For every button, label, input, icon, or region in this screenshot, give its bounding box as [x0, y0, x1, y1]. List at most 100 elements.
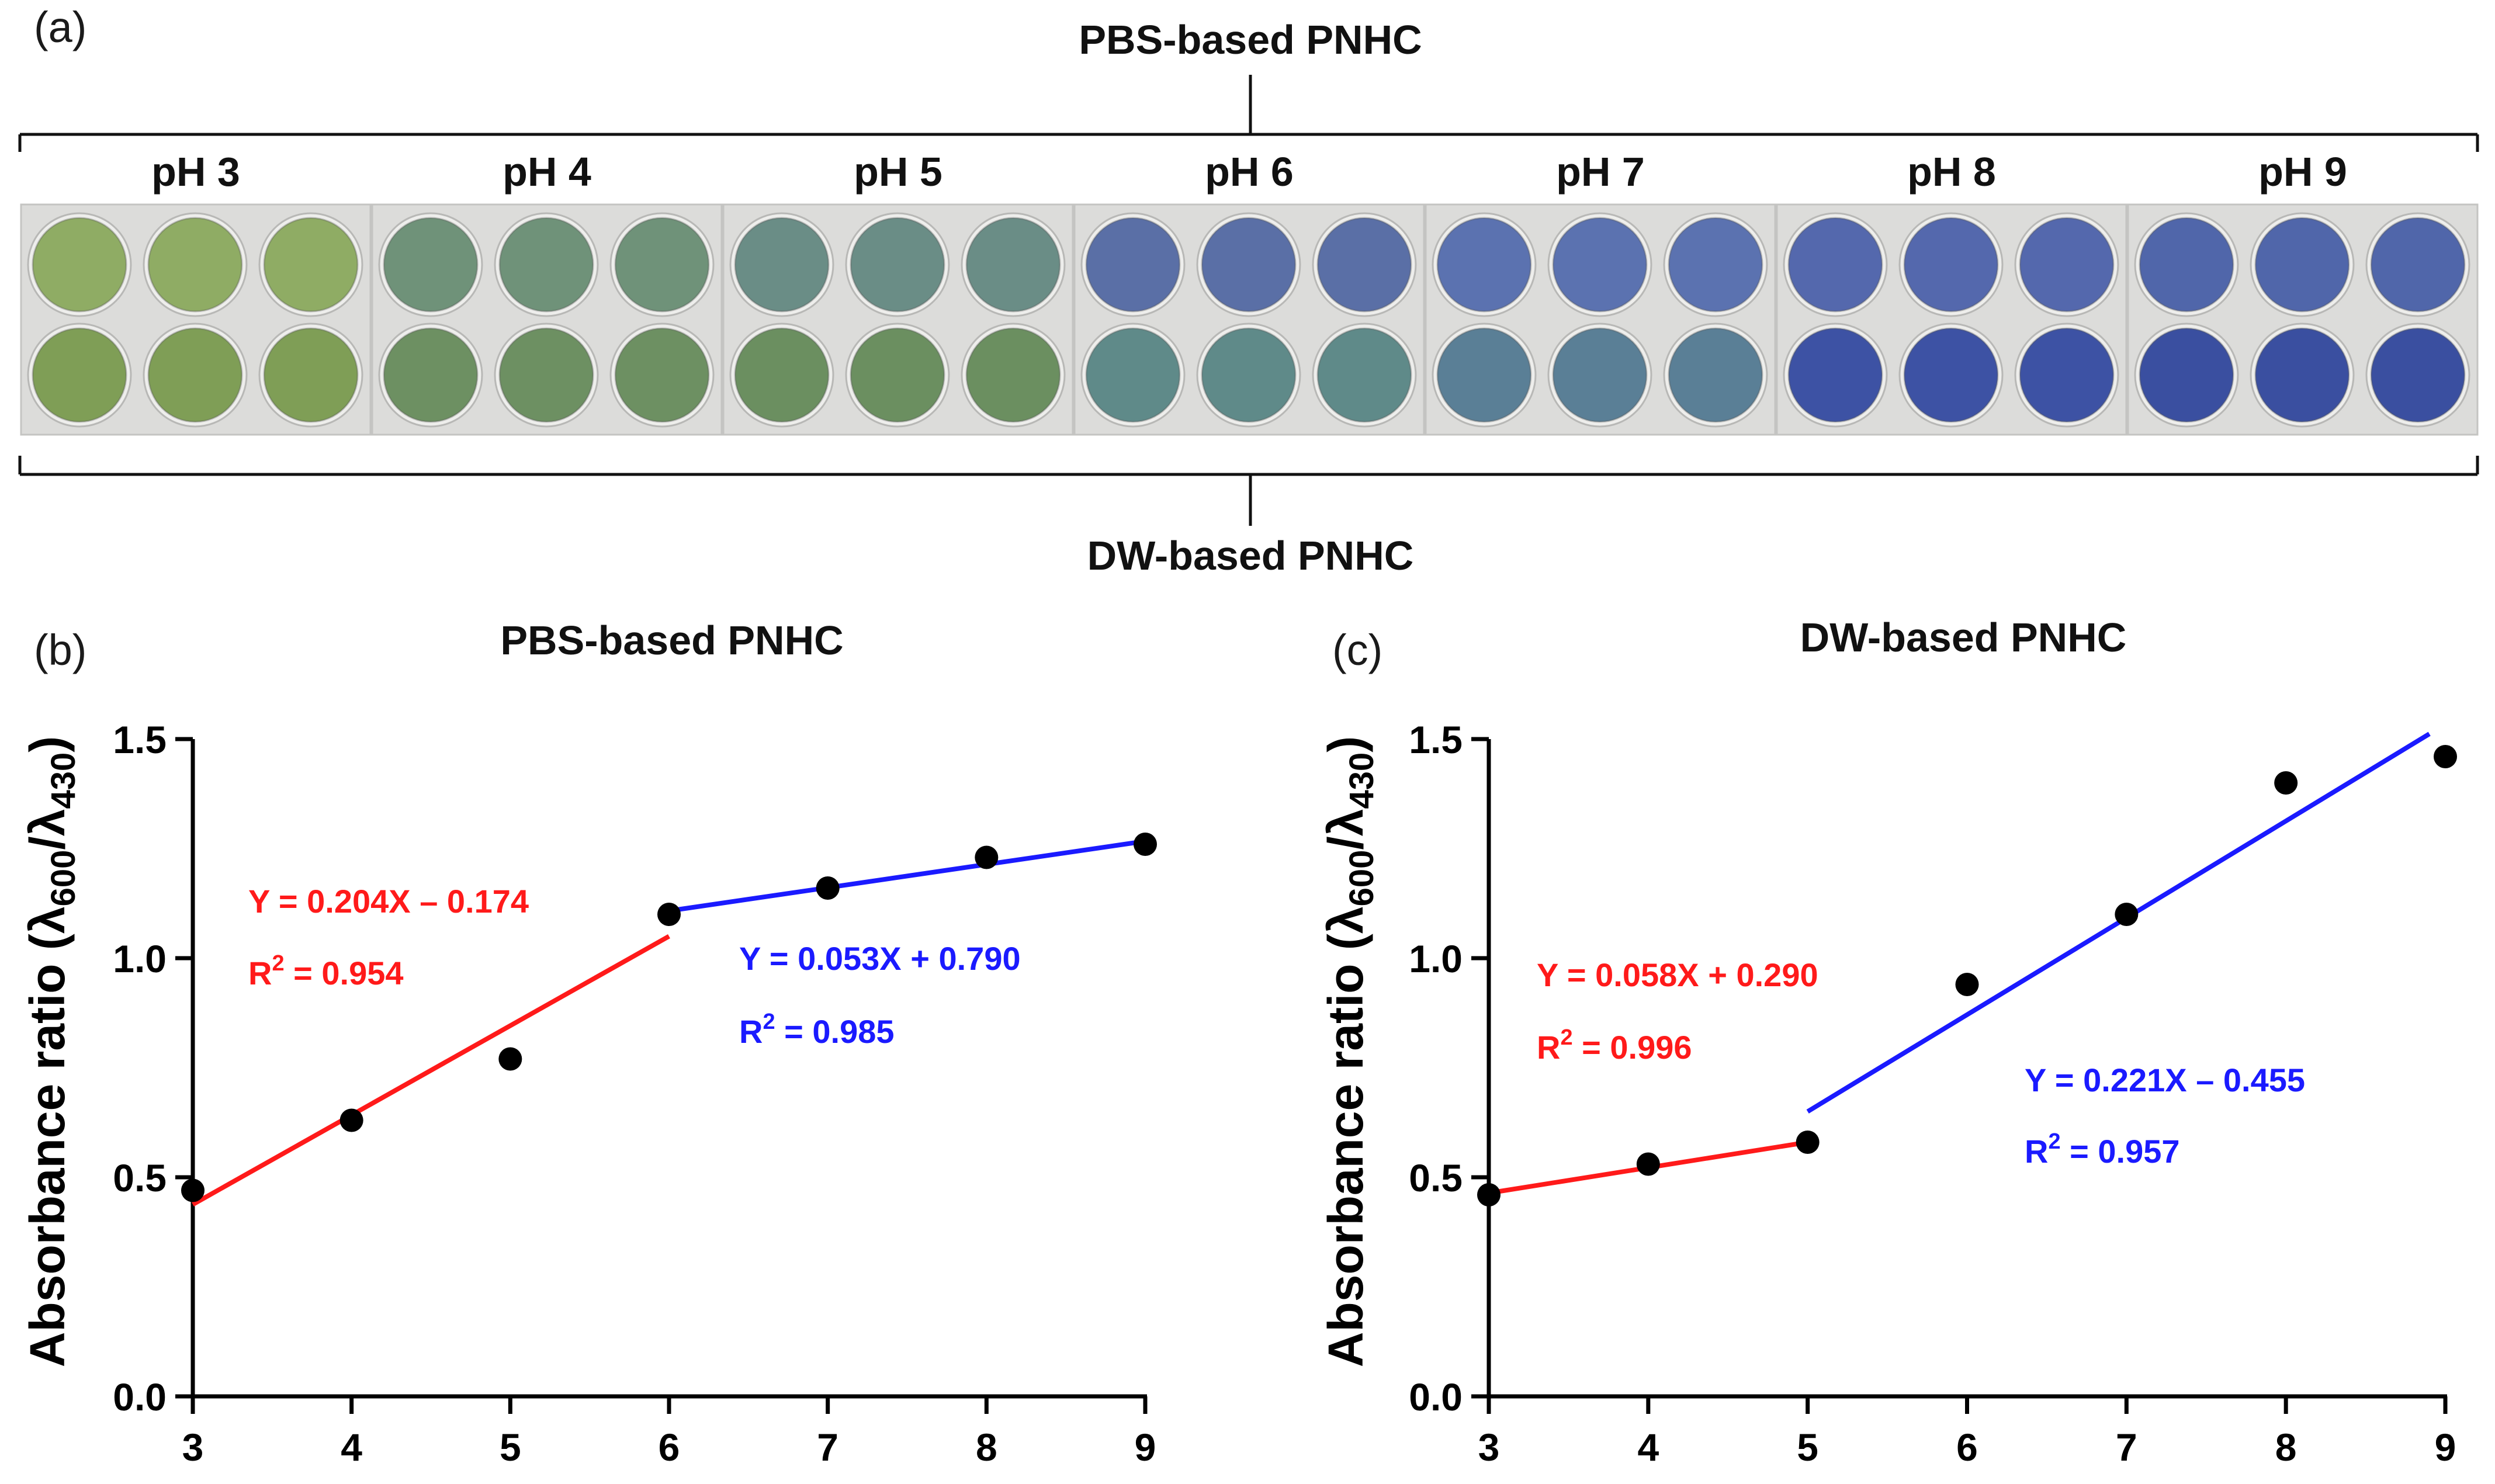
well-solution [498, 217, 594, 313]
well-solution [2254, 327, 2350, 423]
well-solution [1668, 217, 1763, 313]
chart-dw: (c) DW-based PNHC Absorbance ratio (λ600… [1318, 615, 2457, 1469]
y-tick-label: 0.0 [1409, 1375, 1463, 1419]
well-solution [965, 327, 1061, 423]
fit-2-equation: Y = 0.221X – 0.455 [2025, 1062, 2305, 1098]
x-tick-label: 6 [1956, 1426, 1978, 1469]
x-tick-label: 9 [2435, 1426, 2456, 1469]
well-plate: pH 8 [1776, 149, 2127, 436]
data-point [2274, 771, 2298, 795]
data-point [1134, 833, 1157, 856]
well-solution [614, 217, 710, 313]
well-solution [734, 217, 830, 313]
y-tick-label: 1.5 [113, 718, 167, 761]
well-solution [32, 217, 127, 313]
data-point [816, 876, 840, 900]
well-solution [2139, 327, 2234, 423]
fit-2-equation: Y = 0.053X + 0.790 [739, 940, 1021, 977]
well-solution [32, 327, 127, 423]
y-tick-label: 1.0 [1409, 937, 1463, 980]
well-plate: pH 6 [1073, 149, 1425, 436]
x-tick-label: 6 [659, 1426, 680, 1469]
y-tick-label: 0.5 [113, 1156, 167, 1199]
well-solution [1903, 217, 1999, 313]
y-tick-label: 0.5 [1409, 1156, 1463, 1199]
data-point [975, 845, 999, 869]
panel-c-label: (c) [1332, 626, 1382, 674]
well-solution [850, 327, 945, 423]
panel-a-label: (a) [34, 3, 86, 51]
well-solution [383, 217, 479, 313]
dw-header: DW-based PNHC [1087, 533, 1414, 578]
well-plates: pH 3 pH 4 pH 5 pH 6 pH 7 pH 8 pH 9 [20, 149, 2479, 436]
well-plate: pH 3 [20, 149, 372, 436]
chart-c-title: DW-based PNHC [1800, 615, 2127, 660]
well-solution [383, 327, 479, 423]
data-point [1796, 1131, 1820, 1154]
well-solution [1201, 217, 1297, 313]
well-plate: pH 5 [722, 149, 1074, 436]
chart-pbs: (b) PBS-based PNHC Absorbance ratio (λ60… [20, 618, 1157, 1469]
pbs-header: PBS-based PNHC [1079, 17, 1422, 63]
fit-line-2 [668, 838, 1146, 913]
well-solution [1436, 327, 1532, 423]
well-solution [147, 327, 243, 423]
bottom-bracket [18, 456, 2479, 526]
well-solution [2139, 217, 2234, 313]
well-solution [2370, 327, 2466, 423]
x-tick-label: 4 [341, 1426, 362, 1469]
x-tick-label: 5 [500, 1426, 521, 1469]
well-solution [1903, 327, 1999, 423]
data-point [2115, 903, 2139, 926]
well-solution [1787, 217, 1883, 313]
well-plate: pH 9 [2127, 149, 2479, 436]
well-solution [1316, 327, 1412, 423]
well-solution [2019, 327, 2115, 423]
data-point [339, 1108, 363, 1132]
well-solution [1668, 327, 1763, 423]
plate-ph-label: pH 3 [151, 149, 240, 195]
plate-ph-label: pH 5 [854, 149, 942, 195]
data-point [2434, 745, 2457, 768]
well-solution [1787, 327, 1883, 423]
x-tick-label: 7 [817, 1426, 838, 1469]
well-solution [850, 217, 945, 313]
well-solution [1085, 327, 1181, 423]
x-tick-label: 5 [1797, 1426, 1818, 1469]
plate-ph-label: pH 6 [1205, 149, 1294, 195]
fit-2-r2: R2 = 0.985 [739, 1010, 895, 1050]
fit-1-r2: R2 = 0.996 [1537, 1025, 1692, 1066]
x-tick-label: 4 [1637, 1426, 1659, 1469]
data-point [1477, 1183, 1501, 1206]
plate-ph-label: pH 8 [1907, 149, 1996, 195]
well-plate: pH 4 [371, 149, 723, 436]
x-tick-label: 8 [976, 1426, 997, 1469]
panel-b-label: (b) [34, 626, 86, 674]
fit-1-equation: Y = 0.204X – 0.174 [248, 883, 529, 920]
x-tick-label: 8 [2275, 1426, 2297, 1469]
data-point [498, 1047, 522, 1071]
data-point [657, 903, 681, 926]
well-solution [263, 327, 359, 423]
well-solution [2254, 217, 2350, 313]
x-tick-label: 3 [182, 1426, 204, 1469]
fit-1-equation: Y = 0.058X + 0.290 [1537, 956, 1818, 993]
fit-1-r2: R2 = 0.954 [248, 951, 404, 991]
chart-c-ylabel: Absorbance ratio (λ600/λ430) [1318, 736, 1381, 1367]
well-solution [965, 217, 1061, 313]
well-solution [2370, 217, 2466, 313]
well-solution [1552, 217, 1648, 313]
y-tick-label: 1.0 [113, 937, 167, 980]
chart-b-title: PBS-based PNHC [500, 618, 843, 663]
well-solution [1201, 327, 1297, 423]
data-point [1955, 973, 1979, 996]
well-solution [734, 327, 830, 423]
fit-2-r2: R2 = 0.957 [2025, 1129, 2180, 1170]
well-plate: pH 7 [1425, 149, 1776, 436]
chart-b-ylabel: Absorbance ratio (λ600/λ430) [20, 736, 82, 1367]
well-solution [2019, 217, 2115, 313]
y-tick-label: 0.0 [113, 1375, 167, 1419]
well-solution [263, 217, 359, 313]
